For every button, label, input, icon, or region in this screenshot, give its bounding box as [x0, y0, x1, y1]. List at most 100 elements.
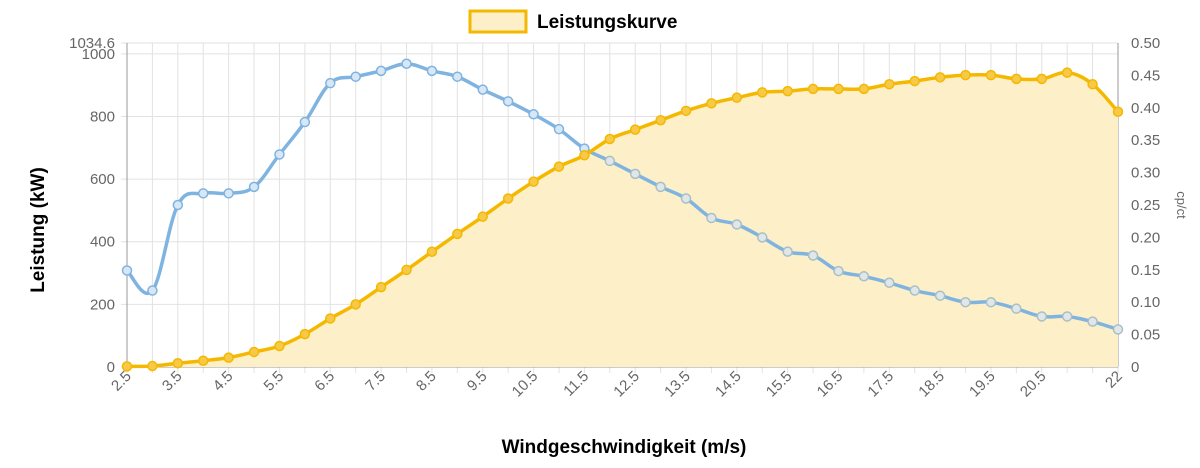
cp-point[interactable]	[706, 212, 717, 224]
power-point[interactable]	[426, 246, 438, 258]
cp-point[interactable]	[248, 181, 260, 193]
power-point[interactable]	[604, 133, 616, 145]
y2-tick-label: 0.10	[1131, 294, 1160, 311]
y2-tick-label: 0.25	[1131, 197, 1160, 214]
power-point[interactable]	[502, 193, 514, 204]
y-tick-label: 600	[90, 171, 115, 188]
power-point[interactable]	[731, 92, 743, 103]
x-tick-label: 7.5	[362, 368, 389, 395]
power-point[interactable]	[528, 176, 539, 187]
power-point[interactable]	[147, 360, 158, 372]
cp-point[interactable]	[325, 77, 336, 89]
y-tick-label: 800	[90, 108, 115, 125]
y-axis-right: 0.50 0.45 0.40 0.35 0.30 0.25 0.20 0.15 0.10 0.05…	[1131, 35, 1160, 376]
power-point[interactable]	[629, 124, 641, 135]
power-point[interactable]	[757, 87, 768, 98]
cp-point[interactable]	[655, 181, 666, 193]
cp-point[interactable]	[528, 109, 539, 120]
power-point[interactable]	[1087, 78, 1098, 90]
power-point[interactable]	[807, 83, 819, 95]
cp-point[interactable]	[197, 188, 209, 199]
power-point[interactable]	[223, 352, 234, 363]
cp-point[interactable]	[1036, 311, 1048, 322]
cp-point[interactable]	[604, 155, 616, 167]
power-point[interactable]	[299, 328, 311, 340]
cp-point[interactable]	[502, 96, 514, 107]
x-tick-label: 13.5	[661, 368, 694, 401]
legend[interactable]: Leistungskurve	[468, 9, 677, 34]
power-point[interactable]	[1011, 73, 1022, 85]
cp-point[interactable]	[782, 246, 793, 257]
x-tick-label: 14.5	[712, 368, 745, 401]
x-tick-label: 17.5	[864, 368, 897, 401]
cp-point[interactable]	[731, 219, 743, 230]
power-point[interactable]	[401, 264, 412, 276]
cp-point[interactable]	[147, 285, 158, 296]
x-tick-label: 18.5	[915, 368, 948, 401]
cp-point[interactable]	[375, 65, 387, 77]
cp-point[interactable]	[985, 296, 997, 308]
cp-point[interactable]	[833, 265, 844, 277]
cp-point[interactable]	[350, 71, 361, 82]
cp-point[interactable]	[401, 58, 412, 69]
cp-point[interactable]	[223, 188, 234, 199]
cp-point[interactable]	[884, 277, 895, 289]
x-tick-label: 16.5	[814, 368, 847, 401]
power-point[interactable]	[197, 355, 209, 366]
cp-point[interactable]	[299, 116, 311, 128]
power-point[interactable]	[833, 83, 844, 95]
cp-point[interactable]	[680, 193, 692, 204]
cp-point[interactable]	[807, 250, 819, 261]
cp-point[interactable]	[121, 265, 133, 276]
cp-point[interactable]	[1011, 303, 1022, 314]
power-point[interactable]	[934, 72, 946, 83]
power-point[interactable]	[172, 357, 184, 369]
power-point[interactable]	[706, 98, 717, 109]
cp-point[interactable]	[934, 290, 946, 301]
cp-point[interactable]	[1061, 311, 1073, 322]
power-point[interactable]	[350, 299, 361, 310]
cp-point[interactable]	[960, 296, 971, 308]
power-point[interactable]	[325, 313, 336, 324]
cp-point[interactable]	[1112, 324, 1124, 335]
power-point[interactable]	[858, 83, 870, 95]
power-point[interactable]	[884, 78, 895, 90]
cp-point[interactable]	[477, 84, 488, 95]
cp-point[interactable]	[274, 149, 285, 160]
y2-tick-label: 0.15	[1131, 262, 1160, 279]
power-point[interactable]	[248, 346, 260, 358]
cp-point[interactable]	[757, 232, 768, 243]
power-point[interactable]	[579, 150, 590, 161]
y-tick-label: 200	[90, 296, 115, 313]
cp-point[interactable]	[172, 199, 184, 211]
cp-point[interactable]	[452, 71, 463, 82]
power-line	[126, 70, 1120, 369]
power-point[interactable]	[452, 228, 463, 240]
power-point[interactable]	[1036, 73, 1048, 85]
power-point[interactable]	[960, 69, 971, 81]
power-point[interactable]	[655, 114, 666, 126]
cp-point[interactable]	[426, 65, 438, 77]
power-point[interactable]	[121, 361, 133, 372]
y2-tick-label: 0.45	[1131, 67, 1160, 84]
power-point[interactable]	[375, 281, 387, 293]
power-point[interactable]	[553, 161, 565, 172]
power-point[interactable]	[477, 211, 488, 222]
cp-point[interactable]	[909, 285, 920, 296]
x-tick-label: 15.5	[763, 368, 796, 401]
power-point[interactable]	[274, 340, 285, 352]
cp-point[interactable]	[553, 123, 565, 135]
cp-point[interactable]	[629, 168, 641, 180]
power-point[interactable]	[985, 69, 997, 81]
power-point[interactable]	[1061, 67, 1073, 78]
power-point[interactable]	[909, 75, 920, 87]
power-point[interactable]	[1112, 106, 1124, 118]
y-axis-title: Leistung (kW)	[28, 167, 49, 293]
cp-point[interactable]	[1087, 316, 1098, 327]
x-tick-label: 9.5	[464, 368, 491, 395]
power-point[interactable]	[782, 85, 793, 97]
power-point[interactable]	[680, 105, 692, 117]
cp-point[interactable]	[858, 271, 870, 282]
